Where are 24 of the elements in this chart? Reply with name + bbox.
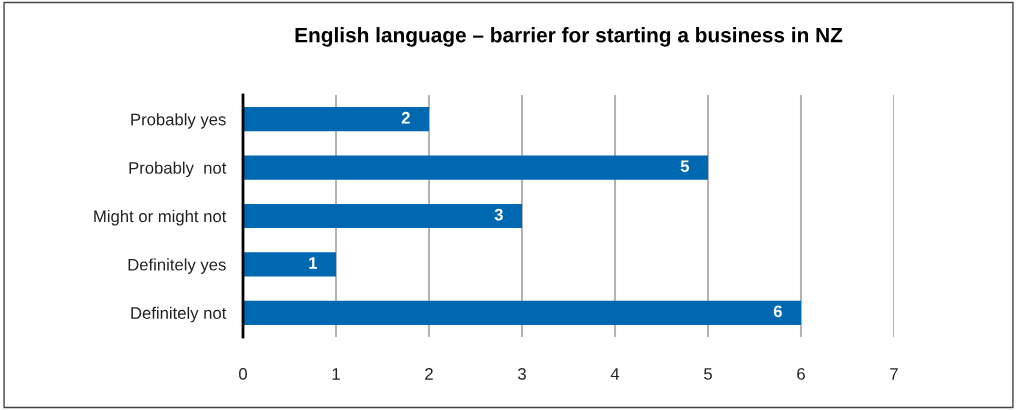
y-tick-label: Definitely yes: [128, 258, 226, 274]
x-tick-label: 4: [610, 368, 620, 380]
x-tick-label: 0: [239, 368, 247, 380]
y-tick-label: Might or might not: [94, 209, 227, 226]
data-label: 3: [494, 208, 503, 221]
x-tick-label: 3: [518, 368, 526, 380]
x-tick-label: 6: [797, 368, 805, 380]
data-label: 6: [773, 305, 782, 318]
bar: [243, 155, 708, 180]
x-tick-label: 2: [425, 368, 433, 380]
x-tick-label: 5: [704, 368, 712, 380]
data-label: 1: [309, 257, 318, 269]
bar: [243, 300, 801, 325]
x-tick-label: 1: [332, 368, 340, 380]
bar: [243, 252, 336, 277]
data-label: 5: [680, 160, 690, 173]
data-label: 2: [401, 111, 410, 124]
y-tick-label: Probably not: [129, 161, 227, 178]
bar: [243, 203, 522, 229]
chart-title: English language – barrier for starting a business in NZ: [295, 27, 843, 47]
bar: [243, 107, 429, 132]
y-tick-label: Definitely not: [131, 306, 227, 323]
y-tick-label: Probably yes: [131, 113, 226, 129]
x-tick-label: 7: [890, 368, 898, 380]
